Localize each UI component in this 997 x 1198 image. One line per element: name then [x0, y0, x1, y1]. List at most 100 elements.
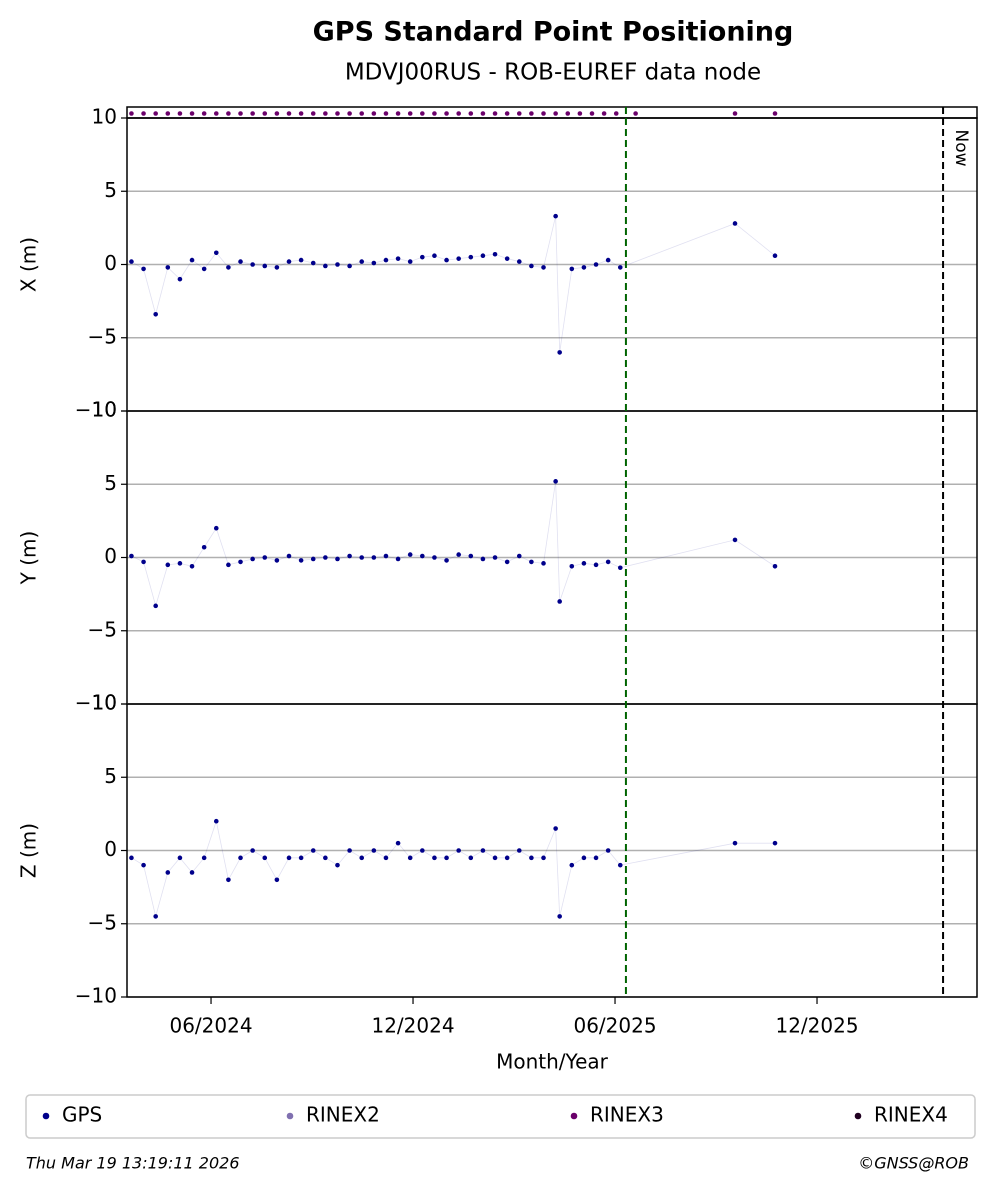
- availability-point: [732, 111, 738, 116]
- data-point: [569, 266, 575, 272]
- y-tick-label: 5: [104, 764, 117, 788]
- data-point: [286, 259, 292, 264]
- data-point: [226, 877, 231, 883]
- data-point: [732, 840, 738, 846]
- data-point: [541, 561, 546, 566]
- data-point: [213, 525, 219, 531]
- availability-point: [480, 111, 486, 116]
- availability-point: [262, 111, 268, 116]
- availability-point: [310, 111, 316, 116]
- availability-point: [420, 111, 425, 116]
- data-point: [274, 877, 280, 883]
- data-point: [593, 262, 599, 267]
- data-point: [310, 848, 316, 853]
- data-point: [529, 559, 534, 565]
- data-point: [617, 265, 623, 270]
- data-point: [553, 479, 558, 484]
- data-point: [323, 855, 328, 861]
- y-axis-label: Z (m): [17, 823, 41, 878]
- data-point: [395, 256, 401, 261]
- availability-point: [577, 111, 583, 116]
- data-point: [335, 262, 340, 267]
- data-point: [395, 840, 401, 846]
- series-line: [131, 819, 776, 917]
- y-tick-label: 10: [92, 398, 117, 422]
- availability-point: [238, 111, 243, 116]
- data-point: [323, 263, 328, 269]
- data-point: [504, 256, 510, 261]
- legend-label: RINEX3: [590, 1103, 664, 1127]
- data-point: [335, 556, 340, 562]
- y-tick-label: 5: [104, 178, 117, 202]
- data-point: [250, 556, 255, 562]
- data-point: [420, 553, 425, 559]
- availability-point: [141, 111, 146, 116]
- availability-point: [201, 111, 207, 116]
- legend-label: RINEX4: [874, 1103, 948, 1127]
- data-point: [262, 555, 268, 560]
- data-point: [407, 259, 413, 264]
- data-point: [129, 553, 134, 559]
- data-point: [480, 556, 486, 562]
- data-point: [480, 848, 486, 853]
- data-point: [310, 260, 316, 266]
- data-point: [383, 257, 389, 263]
- data-point: [262, 263, 268, 269]
- data-point: [335, 862, 340, 868]
- data-point: [444, 855, 449, 861]
- data-point: [129, 855, 134, 861]
- availability-point: [633, 111, 638, 116]
- availability-point: [407, 111, 413, 116]
- data-point: [553, 826, 558, 831]
- availability-point: [395, 111, 401, 116]
- data-point: [347, 263, 352, 269]
- data-point: [581, 561, 587, 566]
- series-line: [131, 216, 776, 353]
- data-point: [529, 855, 534, 861]
- availability-point: [213, 111, 219, 116]
- x-tick-label: 06/2024: [169, 1014, 252, 1038]
- data-point: [238, 559, 243, 565]
- data-point: [226, 265, 231, 270]
- credit: ©GNSS@ROB: [858, 1154, 969, 1173]
- y-tick-label: 10: [92, 105, 117, 129]
- data-point: [286, 553, 292, 559]
- data-point: [516, 848, 522, 853]
- availability-point: [153, 111, 158, 116]
- availability-point: [347, 111, 352, 116]
- y-tick-label: 0: [104, 544, 117, 568]
- availability-point: [226, 111, 231, 116]
- availability-point: [189, 111, 195, 116]
- data-point: [492, 855, 498, 861]
- availability-point: [165, 111, 171, 116]
- data-point: [274, 265, 280, 270]
- data-point: [732, 221, 738, 226]
- availability-point: [286, 111, 292, 116]
- y-tick-label: 5: [104, 471, 117, 495]
- x-tick-label: 12/2025: [775, 1014, 858, 1038]
- availability-point: [298, 111, 304, 116]
- x-tick-label: 12/2024: [371, 1014, 454, 1038]
- data-point: [189, 870, 195, 875]
- data-point: [456, 848, 461, 853]
- data-point: [456, 552, 461, 557]
- availability-point: [444, 111, 449, 116]
- data-point: [557, 914, 562, 919]
- data-point: [407, 855, 413, 861]
- availability-point: [772, 111, 778, 116]
- data-point: [238, 855, 243, 861]
- availability-point: [456, 111, 461, 116]
- x-tick-label: 06/2025: [573, 1014, 656, 1038]
- data-point: [732, 537, 738, 543]
- data-point: [347, 553, 352, 559]
- data-point: [177, 276, 183, 282]
- legend-label: RINEX2: [306, 1103, 380, 1127]
- data-point: [504, 559, 510, 565]
- y-tick-label: −10: [75, 691, 117, 715]
- data-point: [420, 254, 425, 260]
- data-point: [141, 559, 146, 565]
- chart-subtitle: MDVJ00RUS - ROB-EUREF data node: [345, 60, 761, 86]
- data-point: [177, 561, 183, 566]
- data-point: [772, 253, 778, 259]
